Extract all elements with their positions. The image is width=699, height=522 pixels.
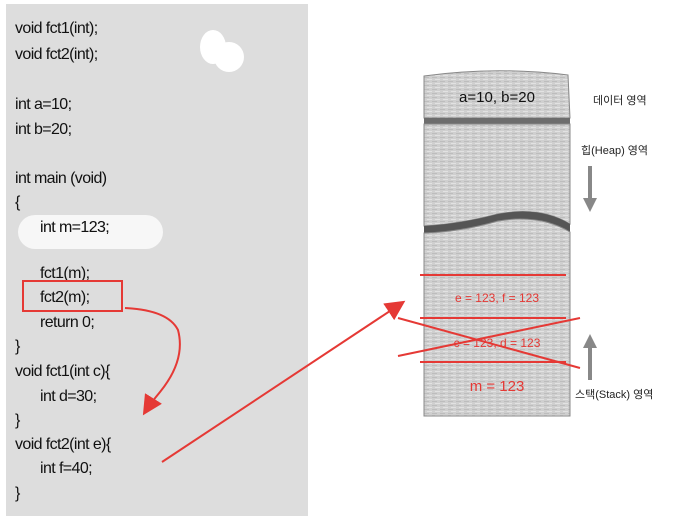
code-line-decl-fct1: void fct1(int); xyxy=(15,20,98,37)
call-flow-arrow xyxy=(124,307,181,416)
code-line-local-m-overlay: int m=123; xyxy=(40,219,110,237)
call-highlight-box xyxy=(22,280,123,312)
heap-segment-block xyxy=(423,123,571,227)
code-line-fct2-signature: void fct2(int e){ xyxy=(15,436,111,453)
white-blob-shape xyxy=(214,42,244,72)
code-line-local-m-text: int m=123; xyxy=(40,219,110,236)
code-line-fct1-signature: void fct1(int c){ xyxy=(15,363,110,380)
code-line-fct2-close-brace: } xyxy=(15,485,20,502)
code-line-local-f: int f=40; xyxy=(40,460,93,477)
heap-direction-arrow-icon xyxy=(583,198,597,212)
segment-wave-gap xyxy=(424,211,570,233)
segment-divider xyxy=(424,118,570,124)
code-line-main-close-brace: } xyxy=(15,338,20,355)
code-line-global-b: int b=20; xyxy=(15,121,72,138)
code-panel xyxy=(6,4,308,516)
stack-frame-main-values: m = 123 xyxy=(469,378,525,395)
code-line-call-fct2: fct2(m); xyxy=(40,289,90,306)
strike-line xyxy=(397,317,581,357)
code-line-main-signature: int main (void) xyxy=(15,170,107,187)
white-blob-shape xyxy=(18,215,163,249)
frame-link-arrow xyxy=(161,300,406,463)
heap-segment-label: 힙(Heap) 영역 xyxy=(581,145,649,157)
stack-frame-fct2-values: e = 123, f = 123 xyxy=(454,291,540,305)
stack-direction-arrow-icon xyxy=(583,334,597,348)
data-segment-label: 데이터 영역 xyxy=(593,95,647,107)
code-line-call-fct1: fct1(m); xyxy=(40,265,90,282)
code-line-local-d: int d=30; xyxy=(40,388,97,405)
code-line-return: return 0; xyxy=(40,314,95,331)
code-line-main-open-brace: { xyxy=(15,194,20,211)
stack-segment-label: 스택(Stack) 영역 xyxy=(575,389,654,401)
strike-line xyxy=(397,317,581,369)
code-line-global-a: int a=10; xyxy=(15,96,72,113)
stack-frame-fct1-values: c = 123, d = 123 xyxy=(453,336,541,350)
data-segment-values: a=10, b=20 xyxy=(459,89,535,106)
code-line-decl-fct2: void fct2(int); xyxy=(15,46,98,63)
code-line-fct1-close-brace: } xyxy=(15,412,20,429)
data-segment-block xyxy=(423,70,571,119)
